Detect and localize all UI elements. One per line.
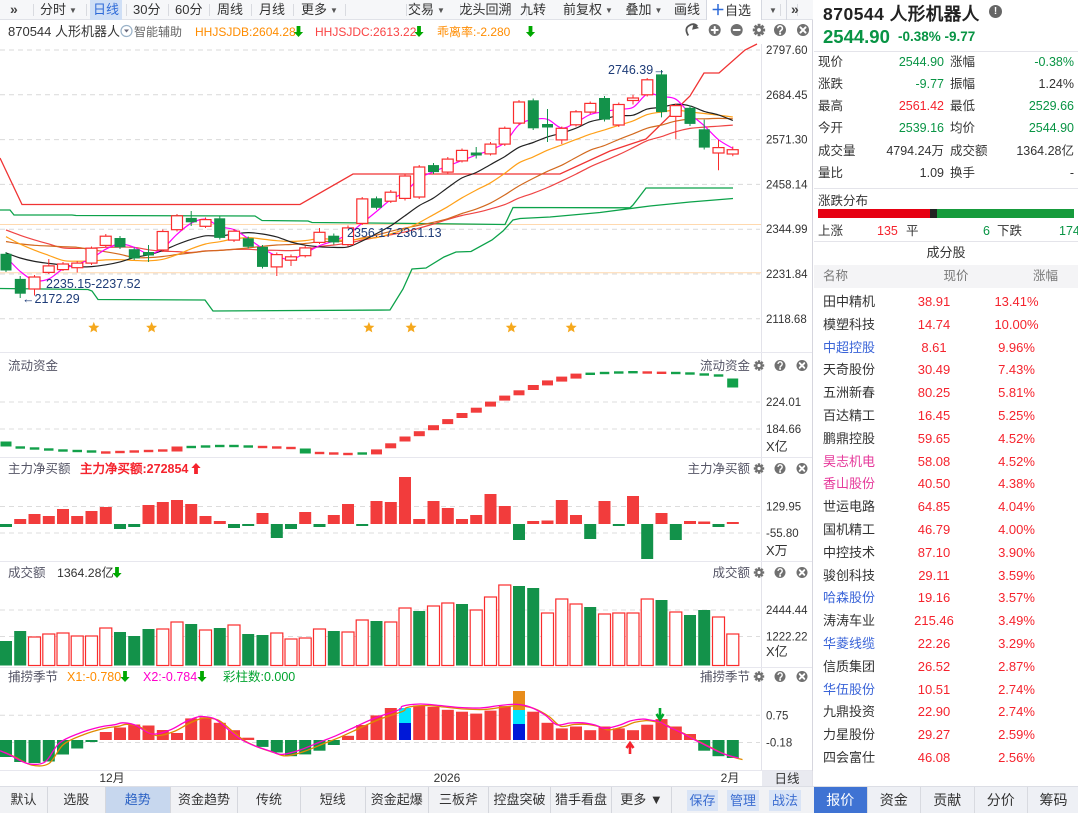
svg-text:2571.30: 2571.30: [766, 135, 808, 147]
svg-text:主力净买额: 主力净买额: [687, 462, 750, 476]
svg-text:1222.22: 1222.22: [766, 632, 808, 644]
svg-text:主力净买额:272854: 主力净买额:272854: [80, 461, 188, 476]
svg-text:2344.99: 2344.99: [766, 224, 808, 236]
svg-text:日线: 日线: [774, 772, 800, 786]
svg-text:1364.28亿: 1364.28亿: [57, 565, 114, 580]
svg-text:流动资金: 流动资金: [700, 358, 751, 373]
svg-text:2026: 2026: [434, 771, 461, 785]
svg-text:224.01: 224.01: [766, 397, 801, 409]
svg-text:0.75: 0.75: [766, 710, 788, 722]
svg-text:主力净买额: 主力净买额: [8, 462, 71, 476]
svg-text:-55.80: -55.80: [766, 528, 799, 540]
svg-text:129.95: 129.95: [766, 502, 801, 514]
svg-text:2444.44: 2444.44: [766, 605, 808, 617]
svg-text:2月: 2月: [721, 771, 740, 785]
svg-text:智能辅助: 智能辅助: [134, 24, 182, 39]
svg-text:870544 人形机器人: 870544 人形机器人: [8, 24, 120, 39]
svg-text:彩柱数:0.000: 彩柱数:0.000: [223, 669, 295, 684]
svg-text:2231.84: 2231.84: [766, 269, 808, 281]
svg-text:2356.17-2361.13: 2356.17-2361.13: [347, 226, 442, 240]
svg-text:2235.15-2237.52: 2235.15-2237.52: [46, 277, 141, 291]
svg-text:X1:-0.780: X1:-0.780: [67, 670, 121, 684]
svg-text:成交额: 成交额: [712, 565, 750, 580]
svg-text:流动资金: 流动资金: [8, 358, 59, 373]
svg-text:-0.18: -0.18: [766, 738, 792, 750]
svg-text:X亿: X亿: [766, 439, 788, 454]
svg-text:←2172.29: ←2172.29: [22, 292, 80, 306]
svg-text:2797.60: 2797.60: [766, 45, 808, 57]
svg-text:2746.39→: 2746.39→: [608, 63, 666, 77]
svg-text:2684.45: 2684.45: [766, 90, 808, 102]
svg-text:184.66: 184.66: [766, 424, 801, 436]
svg-text:成交额: 成交额: [8, 565, 46, 580]
svg-text:捕捞季节: 捕捞季节: [8, 669, 58, 684]
svg-text:乖离率:-2.280: 乖离率:-2.280: [437, 24, 511, 39]
svg-text:HHJSJDB:2604.28: HHJSJDB:2604.28: [195, 25, 296, 39]
svg-text:2458.14: 2458.14: [766, 179, 808, 191]
svg-text:X亿: X亿: [766, 644, 788, 659]
svg-text:HHJSJDC:2613.22: HHJSJDC:2613.22: [315, 25, 417, 39]
svg-text:X万: X万: [766, 543, 788, 558]
svg-text:12月: 12月: [99, 771, 124, 785]
svg-text:2118.68: 2118.68: [766, 314, 807, 326]
svg-text:X2:-0.784: X2:-0.784: [143, 670, 197, 684]
svg-text:捕捞季节: 捕捞季节: [700, 669, 750, 684]
